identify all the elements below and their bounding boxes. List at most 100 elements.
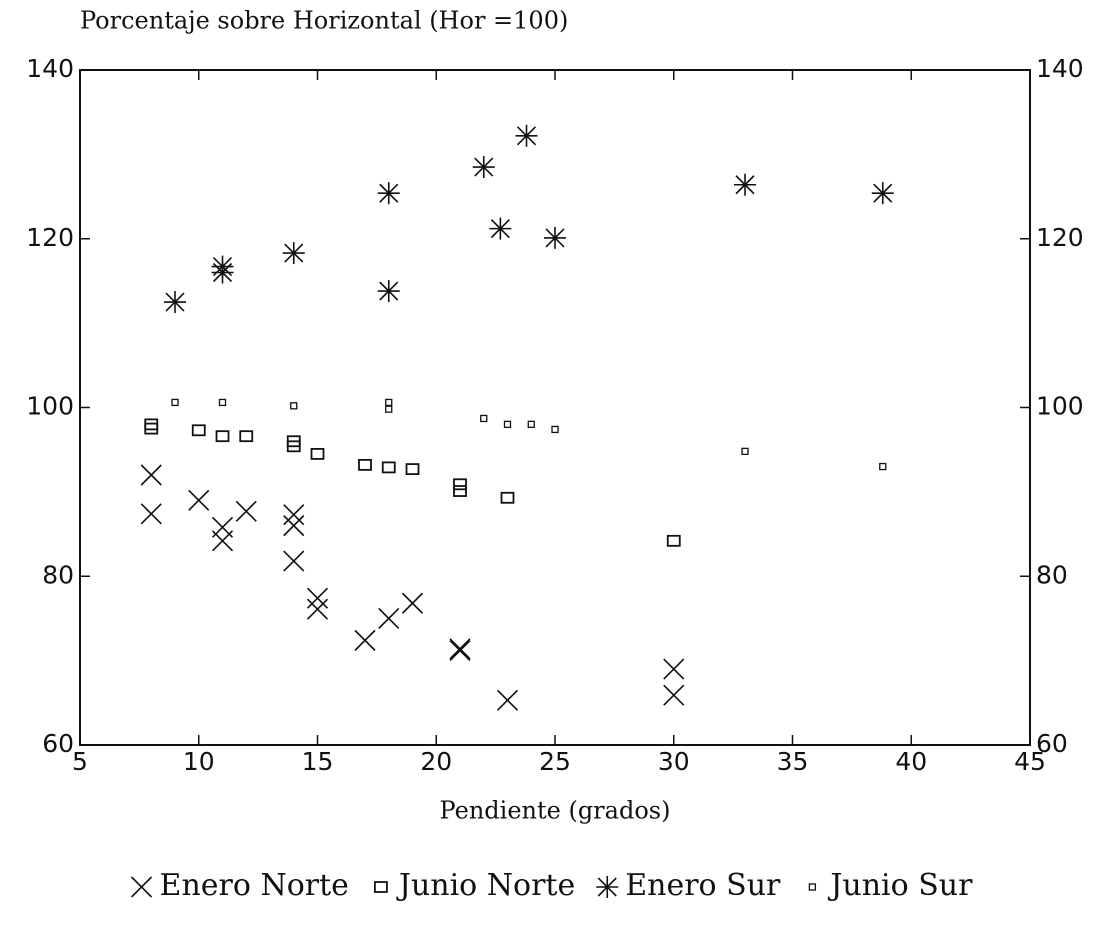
point (144, 422, 159, 435)
marker-stroke (449, 639, 471, 662)
marker-stroke (496, 689, 519, 711)
point (286, 440, 301, 453)
point (544, 226, 566, 249)
marker-box (385, 405, 393, 413)
marker-stroke (140, 464, 162, 486)
point (377, 182, 400, 205)
marker-stroke (306, 598, 329, 620)
y-tick-label: 80 (42, 560, 74, 589)
y2-tick-label: 80 (1036, 560, 1068, 589)
marker-stroke (140, 503, 162, 525)
point (358, 458, 372, 471)
point (378, 607, 400, 630)
marker-box (666, 534, 681, 547)
point (140, 464, 162, 486)
marker-box (374, 881, 388, 893)
marker-box (500, 491, 515, 504)
point (449, 639, 471, 662)
legend-label: Enero Sur (625, 868, 781, 903)
legend-label: Enero Norte (160, 868, 349, 903)
legend-label: Junio Sur (827, 868, 973, 903)
marker-box (741, 447, 749, 456)
y-tick-label: 60 (42, 729, 74, 758)
point (239, 430, 254, 443)
point (489, 217, 512, 240)
marker-stroke (663, 658, 685, 680)
point (215, 430, 230, 443)
point (218, 398, 227, 407)
y2-tick-label: 120 (1036, 223, 1084, 252)
legend-label: Junio Norte (396, 868, 575, 903)
point (290, 402, 298, 410)
point (306, 598, 329, 620)
x-tick-label: 10 (183, 747, 215, 776)
point (381, 461, 396, 474)
marker-box (144, 422, 159, 435)
point (449, 638, 471, 660)
marker-stroke (235, 500, 257, 522)
x-tick-label: 45 (1014, 747, 1046, 776)
point (663, 658, 685, 680)
point (734, 173, 756, 196)
marker-box (290, 402, 298, 410)
point (188, 489, 210, 511)
y2-tick-label: 60 (1036, 729, 1068, 758)
marker-box (239, 430, 254, 443)
point (211, 530, 234, 552)
point (171, 398, 179, 407)
marker-box (358, 458, 372, 471)
x-tick-label: 25 (539, 747, 571, 776)
point (354, 629, 376, 651)
point (741, 447, 749, 456)
marker-box (503, 420, 512, 429)
point (500, 491, 515, 504)
y-tick-label: 140 (26, 54, 74, 83)
legend-marker (374, 881, 388, 893)
marker-box (453, 485, 467, 497)
legend: Enero Norte Junio Norte Enero Sur Junio Sur (160, 868, 974, 903)
marker-box (310, 448, 325, 460)
x-tick-label: 5 (72, 747, 88, 776)
marker-stroke (378, 607, 400, 630)
point (191, 424, 206, 437)
point (377, 280, 400, 303)
marker-stroke (306, 587, 329, 609)
point (401, 592, 424, 614)
y2-tick-label: 100 (1036, 392, 1084, 421)
legend-marker (596, 876, 619, 898)
point (453, 485, 467, 497)
point (164, 291, 186, 314)
y-tick-label: 120 (26, 223, 74, 252)
point (551, 425, 559, 434)
point (663, 684, 685, 706)
marker-box (453, 478, 467, 491)
marker-box (286, 440, 301, 453)
point (480, 414, 488, 423)
x-axis-label: Pendiente (grados) (440, 797, 671, 825)
x-tick-label: 30 (658, 747, 690, 776)
point (879, 462, 887, 471)
marker-box (218, 398, 227, 407)
marker-box (191, 424, 206, 437)
chart-title: Porcentaje sobre Horizontal (Hor =100) (80, 7, 568, 35)
marker-box (385, 398, 393, 407)
marker-box (808, 883, 817, 891)
point (405, 463, 420, 475)
point (385, 405, 393, 413)
point (310, 448, 325, 460)
marker-box (381, 461, 396, 474)
marker-box (215, 430, 230, 443)
point (283, 504, 305, 526)
marker-stroke (354, 629, 376, 651)
point (385, 398, 393, 407)
marker-box (527, 420, 535, 429)
marker-stroke (283, 515, 305, 537)
x-tick-label: 35 (777, 747, 809, 776)
marker-stroke (283, 504, 305, 526)
point (515, 124, 538, 147)
point (282, 242, 305, 265)
point (666, 534, 681, 547)
marker-box (480, 414, 488, 423)
marker-box (405, 463, 420, 475)
marker-box (879, 462, 887, 471)
